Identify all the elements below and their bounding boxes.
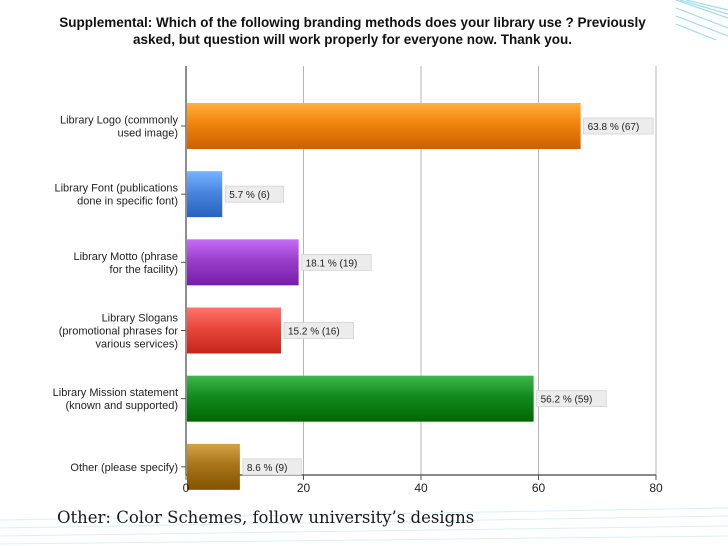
data-label: 15.2 % (16): [288, 327, 340, 338]
data-label: 56.2 % (59): [541, 395, 593, 406]
data-label: 63.8 % (67): [588, 122, 640, 133]
data-label-box: [536, 390, 607, 408]
category-label: Library Font (publications done in specif…: [54, 183, 178, 208]
bottom-decoration: [0, 507, 728, 545]
bar: [187, 239, 299, 286]
data-label-box: [242, 458, 302, 476]
category-label: Library Logo (commonly used image): [60, 115, 178, 140]
bar: [187, 443, 240, 490]
footnote: Other: Color Schemes, follow university’…: [57, 508, 475, 527]
corner-decoration: [676, 0, 728, 40]
data-label: 5.7 % (6): [229, 190, 270, 201]
x-tick-label: 80: [649, 481, 663, 495]
x-tick-label: 20: [297, 481, 311, 495]
data-label-box: [224, 185, 285, 203]
data-label-box: [583, 117, 654, 135]
category-label: Library Slogans (promotional phrases for v…: [59, 313, 179, 351]
chart-title-line: Supplemental: Which of the following bra…: [59, 15, 646, 30]
category-label: Other (please specify): [70, 462, 178, 474]
data-label-box: [283, 322, 354, 339]
labels: 0 20 40 60 80 Library Logo (commonly used imag…: [53, 115, 663, 496]
x-tick-label: 40: [414, 481, 428, 495]
data-label-box: [301, 253, 372, 271]
chart-title-line: asked, but question will work properly f…: [132, 32, 573, 47]
bars: [187, 103, 581, 490]
bar: [187, 103, 581, 149]
bar: [187, 307, 281, 354]
category-label: Library Mission statement (known and supp…: [53, 387, 178, 412]
data-label: 8.6 % (9): [247, 463, 288, 474]
chart-title: Supplemental: Which of the following bra…: [40, 14, 665, 48]
data-label: 18.1 % (19): [306, 258, 358, 269]
x-tick-label: 0: [183, 481, 190, 495]
category-label: Library Motto (phrase for the facility): [73, 251, 178, 276]
bar: [187, 375, 534, 422]
x-tick-label: 60: [532, 481, 546, 495]
bar: [187, 171, 223, 218]
